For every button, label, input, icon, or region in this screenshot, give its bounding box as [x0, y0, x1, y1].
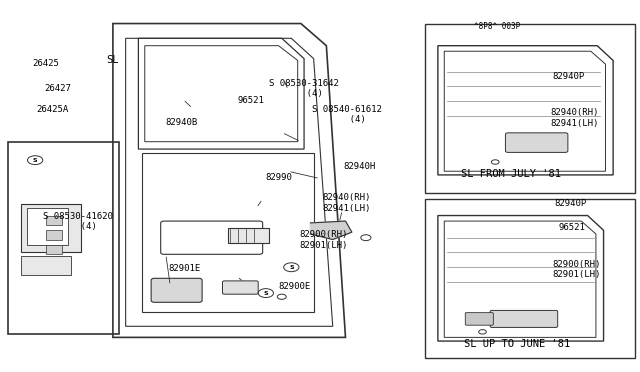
Text: 82940P: 82940P — [554, 199, 587, 208]
Text: 82990: 82990 — [266, 173, 292, 182]
Bar — [46, 215, 62, 225]
Text: 82900(RH)
82901(LH): 82900(RH) 82901(LH) — [300, 230, 348, 250]
Text: S 08540-61612
       (4): S 08540-61612 (4) — [312, 105, 382, 124]
Text: 82940H: 82940H — [343, 162, 375, 171]
Bar — [20, 256, 72, 275]
FancyBboxPatch shape — [151, 278, 202, 302]
FancyBboxPatch shape — [161, 221, 262, 254]
Text: 82940B: 82940B — [166, 118, 198, 127]
Bar — [425, 23, 636, 193]
Circle shape — [277, 294, 286, 299]
Polygon shape — [310, 221, 352, 240]
Text: 82900E: 82900E — [278, 282, 311, 291]
Circle shape — [492, 160, 499, 164]
Text: 26425: 26425 — [32, 59, 59, 68]
Text: S 08530-41620
       (4): S 08530-41620 (4) — [43, 212, 113, 231]
Text: 82940(RH)
82941(LH): 82940(RH) 82941(LH) — [323, 193, 371, 213]
Text: SL UP TO JUNE '81: SL UP TO JUNE '81 — [464, 339, 570, 349]
Bar — [46, 245, 62, 254]
FancyBboxPatch shape — [506, 133, 568, 153]
Bar — [8, 142, 119, 334]
Text: 26425A: 26425A — [36, 105, 68, 114]
Bar — [425, 199, 636, 358]
Circle shape — [479, 330, 486, 334]
Text: S: S — [289, 265, 294, 270]
Text: ^8P8^ 003P: ^8P8^ 003P — [474, 22, 520, 31]
Text: SL: SL — [106, 55, 119, 65]
Text: S: S — [33, 158, 38, 163]
Bar — [27, 208, 68, 245]
Bar — [141, 153, 314, 311]
Text: S 08530-31642
       (4): S 08530-31642 (4) — [269, 79, 339, 98]
Bar — [46, 230, 62, 240]
Text: S: S — [264, 291, 268, 296]
Text: 96521: 96521 — [559, 223, 586, 232]
Text: 82940P: 82940P — [552, 71, 584, 81]
FancyBboxPatch shape — [223, 281, 258, 294]
Text: 82900(RH)
82901(LH): 82900(RH) 82901(LH) — [552, 260, 601, 279]
FancyBboxPatch shape — [465, 312, 493, 325]
Text: 82901E: 82901E — [168, 263, 200, 273]
Text: 26427: 26427 — [45, 84, 72, 93]
Bar — [228, 228, 269, 243]
Text: SL FROM JULY '81: SL FROM JULY '81 — [461, 169, 561, 179]
Bar — [20, 205, 81, 253]
Text: 96521: 96521 — [237, 96, 264, 105]
Text: 82940(RH)
82941(LH): 82940(RH) 82941(LH) — [550, 109, 599, 128]
FancyBboxPatch shape — [490, 310, 557, 327]
Circle shape — [248, 283, 257, 288]
